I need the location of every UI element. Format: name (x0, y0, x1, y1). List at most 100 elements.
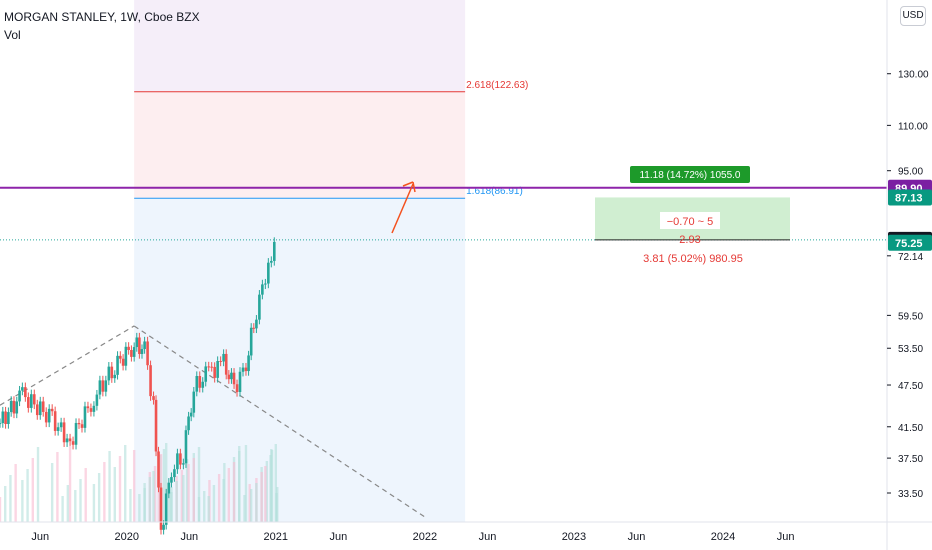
volume-bar (84, 468, 87, 522)
volume-bar (143, 488, 146, 522)
volume-bar (108, 451, 111, 522)
volume-bar (152, 471, 155, 522)
candle-body (170, 477, 173, 483)
volume-bar (238, 451, 241, 522)
price-tick-label: 37.50 (898, 454, 923, 465)
candle-body (252, 327, 256, 329)
candle-body (258, 294, 261, 320)
time-tick-label: 2020 (114, 531, 138, 543)
candle-body (132, 347, 136, 357)
candle-body (201, 381, 205, 388)
candle-body (121, 358, 125, 366)
candle-body (138, 337, 141, 355)
candle-body (167, 482, 171, 494)
volume-bar (148, 477, 152, 522)
candle-body (18, 390, 21, 402)
price-tag-label: 87.13 (895, 192, 923, 204)
volume-bar (56, 452, 59, 522)
candle-body (47, 408, 51, 423)
volume-bar (92, 484, 96, 522)
trendline-down (133, 325, 426, 518)
candle-body (80, 424, 84, 428)
volume-bar (249, 489, 253, 522)
price-tick-label: 95.00 (898, 167, 923, 178)
volume-bar (113, 467, 116, 522)
candle-body (140, 349, 144, 355)
candle-body (146, 341, 149, 366)
volume-bar (248, 484, 251, 522)
volume-bar (175, 481, 178, 522)
volume-bar (264, 466, 267, 522)
volume-indicator-label[interactable]: Vol (4, 28, 21, 42)
volume-bar (4, 486, 7, 522)
candle-body (179, 453, 182, 465)
time-tick-label: 2021 (264, 531, 288, 543)
volume-bar (118, 456, 122, 522)
candle-body (192, 391, 196, 413)
candle-body (12, 400, 16, 414)
candle-body (135, 337, 139, 348)
candle-body (189, 412, 193, 417)
candle-body (77, 422, 81, 425)
candle-body (127, 346, 130, 351)
candle-body (272, 241, 276, 261)
currency-selector[interactable]: USD (900, 6, 926, 26)
price-tick-label: 33.50 (898, 489, 923, 500)
trendline-up (0, 325, 135, 406)
symbol-title: MORGAN STANLEY, 1W, Cboe BZX (4, 10, 200, 24)
candle-body (244, 367, 248, 372)
volume-bar (185, 459, 189, 522)
fib-label: 1.618(86.91) (466, 186, 523, 197)
candle-body (210, 366, 213, 368)
volume-bar (162, 449, 166, 522)
fib-zone-lower (134, 198, 466, 522)
candle-body (173, 469, 176, 478)
candle-body (62, 422, 66, 443)
target-label-bg (630, 166, 750, 183)
price-tick-label: 130.00 (898, 70, 929, 81)
candle-body (107, 366, 111, 381)
volume-bar (61, 496, 64, 522)
mid-label: 2.93 (679, 234, 700, 246)
candle-body (74, 422, 78, 445)
candle-body (164, 493, 168, 525)
candle-body (270, 260, 273, 263)
volume-bar (170, 492, 173, 522)
price-tick-label: 72.14 (898, 252, 923, 263)
stop-label: 3.81 (5.02%) 980.95 (643, 253, 743, 265)
volume-bar (26, 469, 29, 522)
candle-body (116, 355, 119, 375)
price-tick-label: 41.50 (898, 423, 923, 434)
time-tick-label: Jun (180, 531, 198, 543)
volume-bar (260, 472, 263, 522)
candle-body (232, 372, 236, 385)
volume-bar (138, 494, 141, 522)
candle-body (41, 401, 45, 412)
candle-body (15, 401, 19, 414)
candle-body (101, 380, 105, 392)
volume-bar (180, 470, 184, 522)
candle-body (68, 438, 72, 442)
candle-body (86, 406, 90, 409)
volume-bar (270, 449, 273, 522)
candle-body (267, 262, 270, 284)
time-tick-label: Jun (479, 531, 497, 543)
candle-body (83, 406, 87, 428)
volume-bar (132, 450, 136, 522)
candle-body (50, 408, 54, 412)
candle-body (149, 365, 152, 397)
fib-label: 2.618(122.63) (466, 80, 528, 91)
candle-body (241, 367, 245, 372)
candle-body (95, 394, 99, 406)
candle-body (222, 353, 225, 362)
candle-body (224, 353, 228, 375)
candle-body (21, 387, 24, 391)
candle-body (227, 374, 231, 380)
candle-body (65, 438, 69, 443)
range-label: −0.70 ~ 5 (667, 216, 714, 228)
price-tag-bg (888, 189, 932, 206)
candle-body (264, 283, 267, 285)
candle-body (130, 350, 133, 357)
volume-bar (227, 468, 231, 522)
